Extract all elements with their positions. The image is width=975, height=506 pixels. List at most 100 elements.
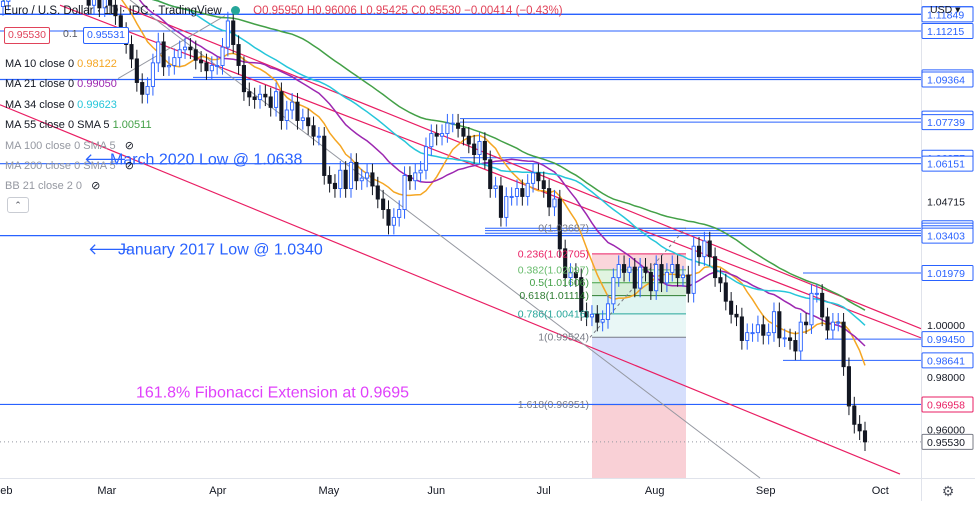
candle-body <box>638 266 643 289</box>
fib-level-label: 1.618(0.96951) <box>518 399 589 411</box>
indicator-ma21[interactable]: MA 21 close 0 0.99050 <box>5 74 152 94</box>
candle-body <box>707 240 712 258</box>
candle-body <box>541 180 546 190</box>
candle-body <box>161 41 166 68</box>
candle-body <box>825 316 830 331</box>
candle-body <box>584 311 589 318</box>
fib-level-label: 0.786(1.00416) <box>518 308 589 320</box>
hidden-eye-icon[interactable]: ⊘ <box>124 160 134 173</box>
candle-body <box>852 405 857 425</box>
candle-body <box>761 324 766 336</box>
candle-body <box>445 122 450 135</box>
price-axis-badge <box>921 227 974 244</box>
candle-body <box>450 122 455 125</box>
price-axis-label: 1.07739 <box>927 117 965 129</box>
price-axis-label: 1.06151 <box>927 159 965 171</box>
time-axis-label: Mar <box>97 485 116 497</box>
indicator-bb[interactable]: BB 21 close 2 0 ⊘ <box>5 176 152 196</box>
candle-body <box>386 209 391 226</box>
candle-body <box>407 175 412 182</box>
indicator-ma10[interactable]: MA 10 close 0 0.98122 <box>5 54 152 74</box>
arrow-left-icon: 🡐 <box>88 242 131 259</box>
indicator-value: 0.99623 <box>77 98 117 111</box>
candle-body <box>509 195 514 198</box>
candle-body <box>268 96 273 108</box>
fib-level-label: 0.382(1.02097) <box>518 264 589 276</box>
symbol-header: Euro / U.S. Dollar · 1D · IDC · TradingV… <box>4 5 563 17</box>
sell-button[interactable]: 0.95530 <box>4 27 50 44</box>
moving-average-line <box>2 0 866 347</box>
candle-body <box>573 271 578 279</box>
candle-body <box>365 172 370 179</box>
candle-body <box>359 177 364 182</box>
price-axis-badge <box>921 6 974 23</box>
candle-body <box>166 65 172 68</box>
price-axis-tick: 1.00000 <box>927 320 965 332</box>
candle-body <box>241 65 246 93</box>
candle-body <box>664 271 669 284</box>
indicator-ma34[interactable]: MA 34 close 0 0.99623 <box>5 95 152 115</box>
candle-body <box>429 133 434 148</box>
indicator-label: MA 55 close 0 SMA 5 <box>5 119 110 132</box>
time-axis-label: Oct <box>872 485 889 497</box>
candle-body <box>370 172 375 187</box>
candle-body <box>338 169 343 190</box>
candle-body <box>354 161 359 182</box>
collapse-legend-button[interactable]: ⌃ <box>7 197 29 213</box>
price-axis-label: 1.11849 <box>927 9 964 21</box>
fib-level-label: 1(0.99524) <box>538 332 589 344</box>
time-axis-label: Jun <box>427 485 445 497</box>
gear-icon[interactable]: ⚙ <box>942 483 955 499</box>
candle-body <box>622 264 627 273</box>
candle-body <box>804 321 809 326</box>
candle-body <box>402 175 407 210</box>
candle-body <box>456 122 461 129</box>
candle-body <box>745 332 750 341</box>
indicator-ma55[interactable]: MA 55 close 0 SMA 5 1.00511 <box>5 115 152 135</box>
candle-body <box>627 266 632 273</box>
symbol-title[interactable]: Euro / U.S. Dollar · 1D · IDC · TradingV… <box>4 5 222 17</box>
candle-body <box>659 264 664 284</box>
time-axis-label: May <box>318 485 339 497</box>
grey-trendline <box>129 0 761 479</box>
candle-body <box>750 332 755 335</box>
arrow-left-icon: 🡐 <box>84 152 127 169</box>
candle-body <box>723 282 728 302</box>
candle-body <box>648 271 653 292</box>
candle-body <box>568 271 573 279</box>
candle-body <box>102 0 107 9</box>
candle-body <box>316 135 321 138</box>
indicator-label: MA 34 close 0 <box>5 98 75 111</box>
candle-body <box>177 49 182 59</box>
currency-label: USD ▾ <box>930 4 961 16</box>
candle-body <box>755 324 760 334</box>
candle-body <box>108 0 113 6</box>
candle-body <box>488 159 493 190</box>
price-axis-label: 1.03403 <box>927 231 965 243</box>
hidden-eye-icon[interactable]: ⊘ <box>124 139 134 152</box>
candle-body <box>686 274 691 294</box>
price-axis-badge <box>921 433 974 450</box>
hidden-eye-icon[interactable]: ⊘ <box>91 180 101 193</box>
candle-body <box>670 264 675 273</box>
price-axis-label: 0.96958 <box>927 399 965 411</box>
price-axis-badge <box>921 396 974 413</box>
candle-body <box>616 264 621 279</box>
fib-level-label: 0.618(1.01114) <box>519 290 589 302</box>
candle-body <box>782 337 787 340</box>
candle-body <box>520 188 525 197</box>
candle-body <box>91 0 97 6</box>
buy-button[interactable]: 0.95531 <box>83 27 129 44</box>
indicator-ma200[interactable]: MA 200 close 0 SMA 5 ⊘ <box>5 156 152 176</box>
candle-body <box>504 195 509 218</box>
candle-body <box>846 366 851 407</box>
indicator-ma100[interactable]: MA 100 close 0 SMA 5 ⊘ <box>5 136 152 156</box>
candle-body <box>793 340 798 352</box>
candle-body <box>766 332 771 336</box>
price-axis-badge <box>921 71 974 88</box>
candle-body <box>654 264 659 292</box>
candle-body <box>530 172 536 184</box>
price-axis-label: 0.98641 <box>927 355 965 367</box>
